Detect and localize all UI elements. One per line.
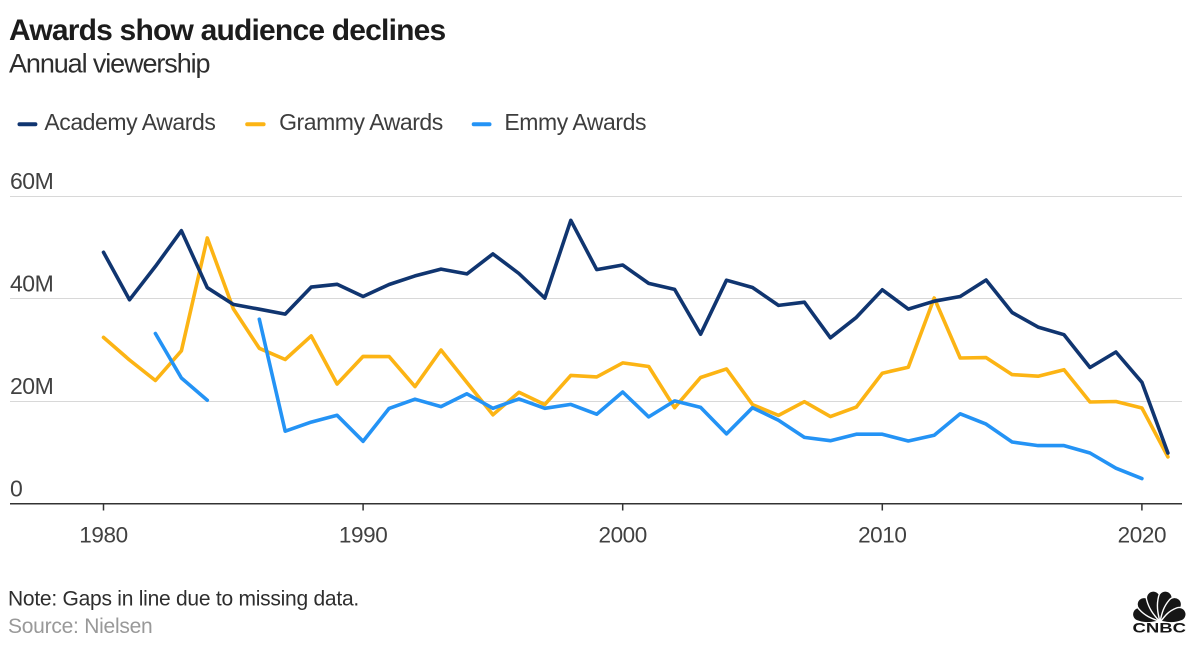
svg-text:CNBC: CNBC — [1133, 621, 1187, 637]
svg-text:2010: 2010 — [858, 523, 906, 548]
svg-text:60M: 60M — [10, 168, 53, 194]
svg-text:20M: 20M — [10, 373, 53, 399]
svg-text:Grammy Awards: Grammy Awards — [279, 109, 443, 135]
svg-text:0: 0 — [10, 475, 22, 501]
svg-text:1990: 1990 — [339, 523, 387, 548]
svg-text:40M: 40M — [10, 270, 53, 296]
svg-text:Annual viewership: Annual viewership — [9, 49, 210, 79]
svg-text:1980: 1980 — [79, 523, 127, 548]
svg-text:2000: 2000 — [598, 523, 646, 548]
svg-text:Emmy Awards: Emmy Awards — [504, 109, 646, 135]
svg-text:2020: 2020 — [1118, 523, 1166, 548]
svg-text:Academy Awards: Academy Awards — [44, 109, 215, 135]
svg-text:Source: Nielsen: Source: Nielsen — [8, 615, 153, 638]
svg-text:Note: Gaps in line due to miss: Note: Gaps in line due to missing data. — [8, 588, 359, 611]
svg-text:Awards show audience declines: Awards show audience declines — [9, 14, 446, 47]
